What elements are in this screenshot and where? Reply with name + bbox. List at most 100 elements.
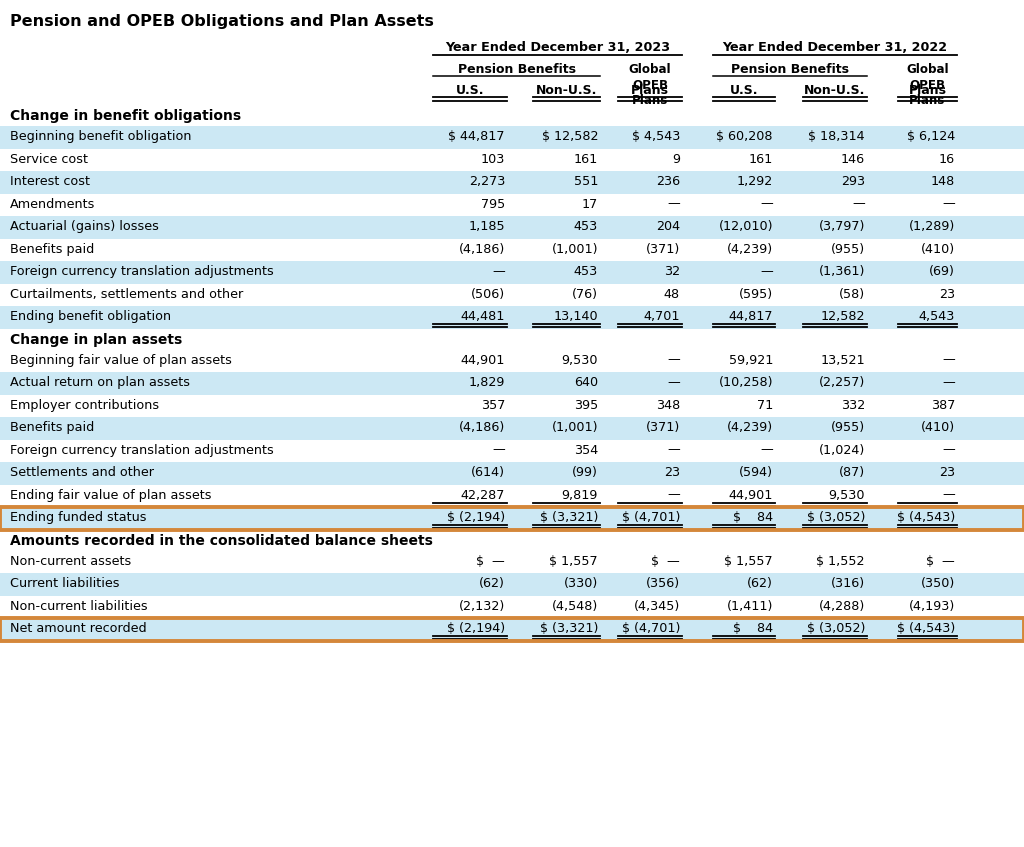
Text: Change in benefit obligations: Change in benefit obligations [10, 109, 241, 123]
Text: (4,288): (4,288) [819, 600, 865, 612]
Text: (1,001): (1,001) [552, 421, 598, 434]
Text: 12,582: 12,582 [820, 310, 865, 323]
Text: (371): (371) [646, 242, 680, 256]
Text: —: — [942, 197, 955, 211]
Text: —: — [760, 265, 773, 278]
Bar [0, 329, 1024, 350]
Text: $ (4,543): $ (4,543) [897, 622, 955, 635]
Bar [0, 484, 1024, 507]
Text: 551: 551 [573, 175, 598, 188]
Text: (330): (330) [564, 577, 598, 590]
Text: $    84: $ 84 [733, 622, 773, 635]
Text: $ (4,701): $ (4,701) [622, 511, 680, 524]
Text: 23: 23 [664, 466, 680, 479]
Text: $ (3,052): $ (3,052) [807, 622, 865, 635]
Text: Actuarial (gains) losses: Actuarial (gains) losses [10, 220, 159, 233]
Text: Plans: Plans [908, 84, 946, 97]
Text: $    84: $ 84 [733, 511, 773, 524]
Text: Plans: Plans [631, 84, 669, 97]
Text: Curtailments, settlements and other: Curtailments, settlements and other [10, 287, 244, 301]
Text: $ (3,321): $ (3,321) [540, 622, 598, 635]
Text: $ 60,208: $ 60,208 [717, 130, 773, 143]
Bar [0, 462, 1024, 484]
Text: (955): (955) [830, 421, 865, 434]
Text: 9: 9 [672, 152, 680, 165]
Text: 293: 293 [841, 175, 865, 188]
Bar [0, 417, 1024, 440]
Text: $ 1,557: $ 1,557 [724, 555, 773, 567]
Bar [0, 126, 1024, 148]
Text: $ 12,582: $ 12,582 [542, 130, 598, 143]
Text: 1,292: 1,292 [736, 175, 773, 188]
Text: Ending fair value of plan assets: Ending fair value of plan assets [10, 489, 212, 501]
Text: $ (3,321): $ (3,321) [540, 511, 598, 524]
Text: —: — [668, 444, 680, 457]
Text: —: — [760, 197, 773, 211]
Text: (1,024): (1,024) [819, 444, 865, 457]
Text: 23: 23 [939, 466, 955, 479]
Text: (69): (69) [929, 265, 955, 278]
Text: Interest cost: Interest cost [10, 175, 90, 188]
Text: (4,548): (4,548) [552, 600, 598, 612]
Text: 354: 354 [573, 444, 598, 457]
Text: Year Ended December 31, 2022: Year Ended December 31, 2022 [723, 41, 947, 54]
Text: $ 1,552: $ 1,552 [816, 555, 865, 567]
Text: Foreign currency translation adjustments: Foreign currency translation adjustments [10, 265, 273, 278]
Bar [0, 261, 1024, 284]
Text: Beginning fair value of plan assets: Beginning fair value of plan assets [10, 353, 231, 367]
Text: Global
OPEB
Plans: Global OPEB Plans [906, 63, 949, 107]
Text: $ 1,557: $ 1,557 [549, 555, 598, 567]
Text: (4,186): (4,186) [459, 242, 505, 256]
Text: (2,257): (2,257) [819, 376, 865, 389]
Text: $ (4,701): $ (4,701) [622, 622, 680, 635]
Text: (594): (594) [739, 466, 773, 479]
Text: (62): (62) [748, 577, 773, 590]
Bar [0, 216, 1024, 239]
Bar [0, 372, 1024, 395]
Text: —: — [942, 376, 955, 389]
Text: (62): (62) [479, 577, 505, 590]
Text: (1,289): (1,289) [908, 220, 955, 233]
Text: 236: 236 [656, 175, 680, 188]
Text: 1,185: 1,185 [468, 220, 505, 233]
Text: (595): (595) [739, 287, 773, 301]
Text: $ 4,543: $ 4,543 [632, 130, 680, 143]
Text: —: — [668, 353, 680, 367]
Text: 44,901: 44,901 [461, 353, 505, 367]
Text: Settlements and other: Settlements and other [10, 466, 154, 479]
Text: 1,829: 1,829 [469, 376, 505, 389]
Text: Amounts recorded in the consolidated balance sheets: Amounts recorded in the consolidated bal… [10, 534, 433, 547]
Text: $  —: $ — [476, 555, 505, 567]
Text: Non-U.S.: Non-U.S. [804, 84, 865, 97]
Text: 42,287: 42,287 [461, 489, 505, 501]
Text: (1,411): (1,411) [727, 600, 773, 612]
Text: —: — [493, 444, 505, 457]
Bar [0, 284, 1024, 306]
Text: (1,001): (1,001) [552, 242, 598, 256]
Text: 453: 453 [573, 220, 598, 233]
Text: (2,132): (2,132) [459, 600, 505, 612]
Text: Actual return on plan assets: Actual return on plan assets [10, 376, 190, 389]
Bar [0, 306, 1024, 329]
Bar [0, 193, 1024, 216]
Text: (1,361): (1,361) [818, 265, 865, 278]
Bar [0, 350, 1024, 372]
Bar [0, 171, 1024, 193]
Text: —: — [668, 197, 680, 211]
Text: 4,543: 4,543 [919, 310, 955, 323]
Text: (410): (410) [921, 242, 955, 256]
Text: 348: 348 [655, 398, 680, 412]
Text: 23: 23 [939, 287, 955, 301]
Text: (4,239): (4,239) [727, 242, 773, 256]
Text: Non-U.S.: Non-U.S. [536, 84, 597, 97]
Text: 640: 640 [573, 376, 598, 389]
Text: (4,186): (4,186) [459, 421, 505, 434]
Text: 13,140: 13,140 [553, 310, 598, 323]
Text: Beginning benefit obligation: Beginning benefit obligation [10, 130, 191, 143]
Text: —: — [852, 197, 865, 211]
Text: 32: 32 [664, 265, 680, 278]
Text: U.S.: U.S. [456, 84, 484, 97]
Bar [0, 618, 1024, 640]
Text: $ (2,194): $ (2,194) [446, 622, 505, 635]
Text: —: — [760, 444, 773, 457]
